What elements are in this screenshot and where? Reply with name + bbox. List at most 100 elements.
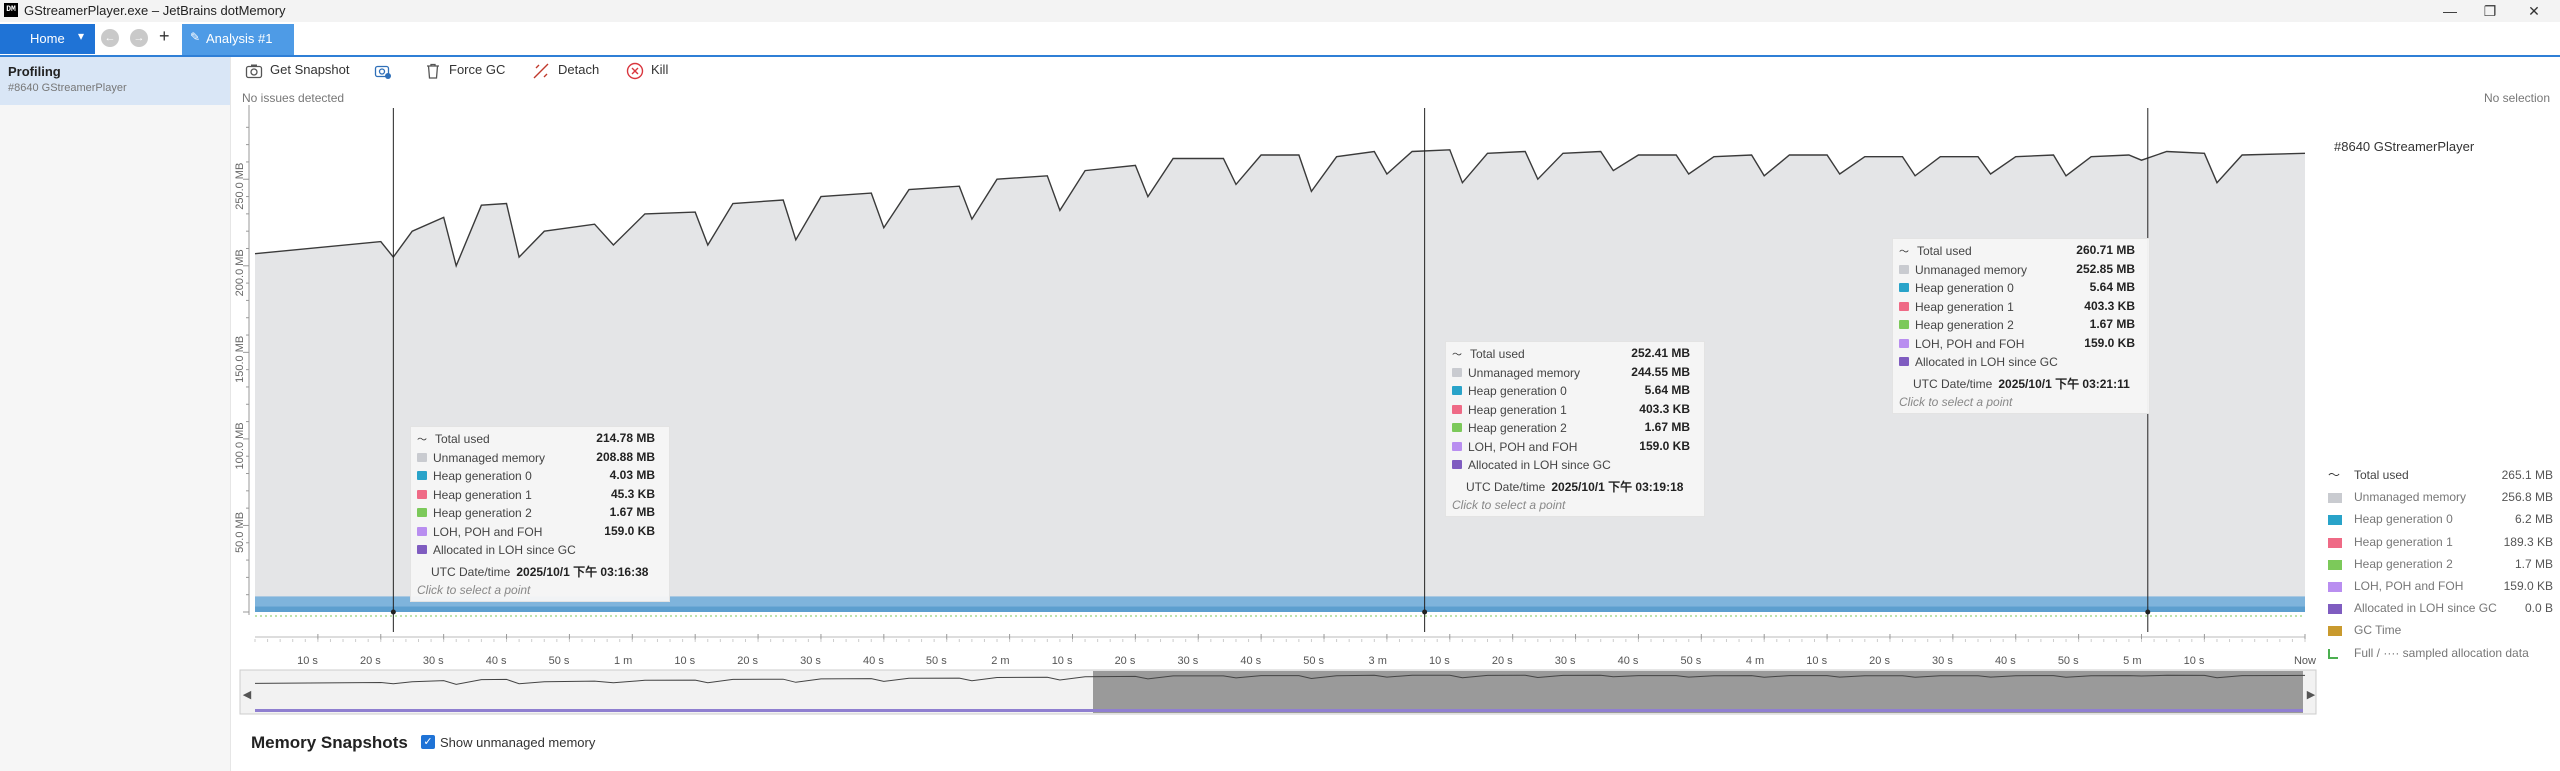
total-used-swatch-icon: 〜: [1452, 350, 1462, 362]
tooltip-value: 214.78 MB: [596, 431, 655, 445]
gen1-legend-icon: [2328, 537, 2342, 548]
x-tick-label: 30 s: [1932, 655, 1953, 667]
detach-button[interactable]: Detach: [558, 62, 600, 77]
home-dropdown-icon[interactable]: ▾: [78, 29, 85, 43]
show-unmanaged-checkbox[interactable]: ✓: [421, 735, 435, 749]
tooltip-utc-row: UTC Date/time 2025/10/1 下午 03:19:18: [1466, 478, 1683, 495]
tooltip-hint: Click to select a point: [1452, 498, 1566, 512]
tooltip-utc-value: 2025/10/1 下午 03:19:18: [1551, 479, 1684, 494]
detach-icon[interactable]: [532, 62, 550, 80]
x-tick-label: 10 s: [1052, 655, 1073, 667]
tooltip-row-loh-alloc: Allocated in LOH since GC: [417, 542, 663, 560]
pencil-icon: ✎: [190, 30, 201, 44]
tab-analysis-1[interactable]: ✎ Analysis #1: [182, 24, 294, 55]
tooltip-row-unmanaged: Unmanaged memory 252.85 MB: [1899, 262, 2143, 280]
snapshot-settings-icon[interactable]: [374, 62, 392, 80]
get-snapshot-button[interactable]: Get Snapshot: [270, 62, 350, 77]
tooltip-value: 1.67 MB: [2089, 317, 2135, 331]
legend-item-gen2[interactable]: Heap generation 2 1.7 MB: [2328, 557, 2553, 575]
legend-item-gen1[interactable]: Heap generation 1 189.3 KB: [2328, 535, 2553, 553]
legend-label: GC Time: [2354, 623, 2402, 638]
minimize-button[interactable]: —: [2443, 3, 2457, 19]
x-tick-label: 50 s: [549, 655, 570, 667]
gen2-swatch-icon: [417, 508, 427, 518]
tooltip-row-loh: LOH, POH and FOH 159.0 KB: [1899, 336, 2143, 354]
snapshot-marker-dot: [2145, 609, 2151, 615]
x-tick-label: 30 s: [1177, 655, 1198, 667]
legend-value: 265.1 MB: [2501, 468, 2553, 482]
tooltip-row-gen2: Heap generation 2 1.67 MB: [1452, 420, 1698, 438]
tooltip-label: Unmanaged memory: [1915, 262, 2028, 277]
dotmemory-app-icon: DM: [4, 3, 18, 17]
process-label: #8640 GStreamerPlayer: [2334, 139, 2475, 154]
close-window-button[interactable]: ✕: [2528, 3, 2540, 19]
tooltip-row-loh-alloc: Allocated in LOH since GC: [1899, 354, 2143, 372]
forward-button[interactable]: →: [130, 29, 148, 47]
tooltip-value: 159.0 KB: [1639, 438, 1690, 453]
legend-item-gc-time[interactable]: GC Time: [2328, 623, 2553, 641]
tooltip-row-total-used: 〜 Total used 252.41 MB: [1452, 346, 1698, 364]
force-gc-button[interactable]: Force GC: [449, 62, 506, 77]
snapshot-marker-dot: [1422, 609, 1428, 615]
y-tick-label: 50.0 MB: [234, 512, 246, 553]
tooltip-value: 1.67 MB: [609, 505, 655, 519]
add-tab-button[interactable]: +: [159, 26, 170, 46]
x-tick-label: 30 s: [423, 655, 444, 667]
full-legend-icon: [2328, 648, 2338, 659]
x-tick-label: 50 s: [1303, 655, 1324, 667]
tooltip-label: Total used: [435, 431, 490, 446]
trash-icon[interactable]: [424, 62, 442, 80]
sidebar-item-profiling[interactable]: [0, 57, 230, 105]
selection-status: No selection: [2483, 91, 2550, 105]
tooltip-label: Heap generation 1: [1915, 299, 2014, 314]
legend-item-total-used[interactable]: 〜 Total used 265.1 MB: [2328, 468, 2553, 486]
tooltip-label: Allocated in LOH since GC: [433, 542, 576, 557]
timeline-overview[interactable]: ◀ ▶: [239, 669, 2317, 715]
legend-item-gen0[interactable]: Heap generation 0 6.2 MB: [2328, 512, 2553, 530]
tooltip-value: 252.85 MB: [2076, 261, 2135, 276]
tooltip-value: 1.67 MB: [1644, 420, 1690, 434]
tooltip-label: Heap generation 2: [433, 505, 532, 520]
tooltip-row-total-used: 〜 Total used 260.71 MB: [1899, 243, 2143, 261]
gen1-swatch-icon: [1452, 404, 1462, 414]
maximize-button[interactable]: ❐: [2483, 3, 2497, 19]
tooltip-utc-value: 2025/10/1 下午 03:21:11: [1998, 376, 2130, 391]
kill-icon[interactable]: [626, 62, 644, 80]
legend-item-unmanaged[interactable]: Unmanaged memory 256.8 MB: [2328, 490, 2553, 508]
tooltip-label: Total used: [1470, 346, 1525, 361]
loh-alloc-swatch-icon: [417, 545, 427, 555]
legend-item-loh-alloc[interactable]: Allocated in LOH since GC 0.0 B: [2328, 601, 2553, 619]
unmanaged-memory-area: [255, 149, 2305, 613]
camera-icon[interactable]: [245, 62, 263, 80]
home-tab[interactable]: Home ▾: [0, 24, 95, 54]
tooltip-label: Heap generation 1: [433, 487, 532, 502]
snapshot-marker-dot: [390, 609, 396, 615]
x-tick-label: 50 s: [1681, 655, 1702, 667]
tooltip-value: 208.88 MB: [596, 449, 655, 464]
x-tick-label: 20 s: [1492, 655, 1513, 667]
analysis-tab-label: Analysis #1: [206, 31, 273, 46]
unmanaged-swatch-icon: [1452, 367, 1462, 377]
tooltip-value: 45.3 KB: [610, 486, 655, 501]
tooltip-value: 403.3 KB: [1639, 401, 1690, 416]
legend-item-full[interactable]: Full / ···· sampled allocation data: [2328, 646, 2553, 664]
tooltip-label: Heap generation 0: [1915, 280, 2014, 295]
tooltip-row-gen2: Heap generation 2 1.67 MB: [417, 505, 663, 523]
show-unmanaged-label[interactable]: Show unmanaged memory: [440, 735, 596, 750]
legend-label: Heap generation 1: [2354, 534, 2453, 549]
memory-area-layer: [254, 149, 2306, 617]
tooltip-value: 4.03 MB: [609, 468, 655, 482]
back-button[interactable]: ←: [101, 29, 119, 47]
window-titlebar: DM GStreamerPlayer.exe – JetBrains dotMe…: [0, 0, 2560, 22]
x-tick-label: 10 s: [1806, 655, 1827, 667]
y-tick-label: 250.0 MB: [234, 163, 246, 210]
total-used-swatch-icon: 〜: [417, 435, 427, 447]
legend-item-loh[interactable]: LOH, POH and FOH 159.0 KB: [2328, 579, 2553, 597]
unmanaged-swatch-icon: [1899, 264, 1909, 274]
tooltip-label: Allocated in LOH since GC: [1468, 457, 1611, 472]
memory-snapshots-title: Memory Snapshots: [251, 733, 408, 752]
tooltip-row-gen1: Heap generation 1 403.3 KB: [1452, 402, 1698, 420]
loh-legend-icon: [2328, 582, 2342, 592]
kill-button[interactable]: Kill: [651, 62, 669, 77]
